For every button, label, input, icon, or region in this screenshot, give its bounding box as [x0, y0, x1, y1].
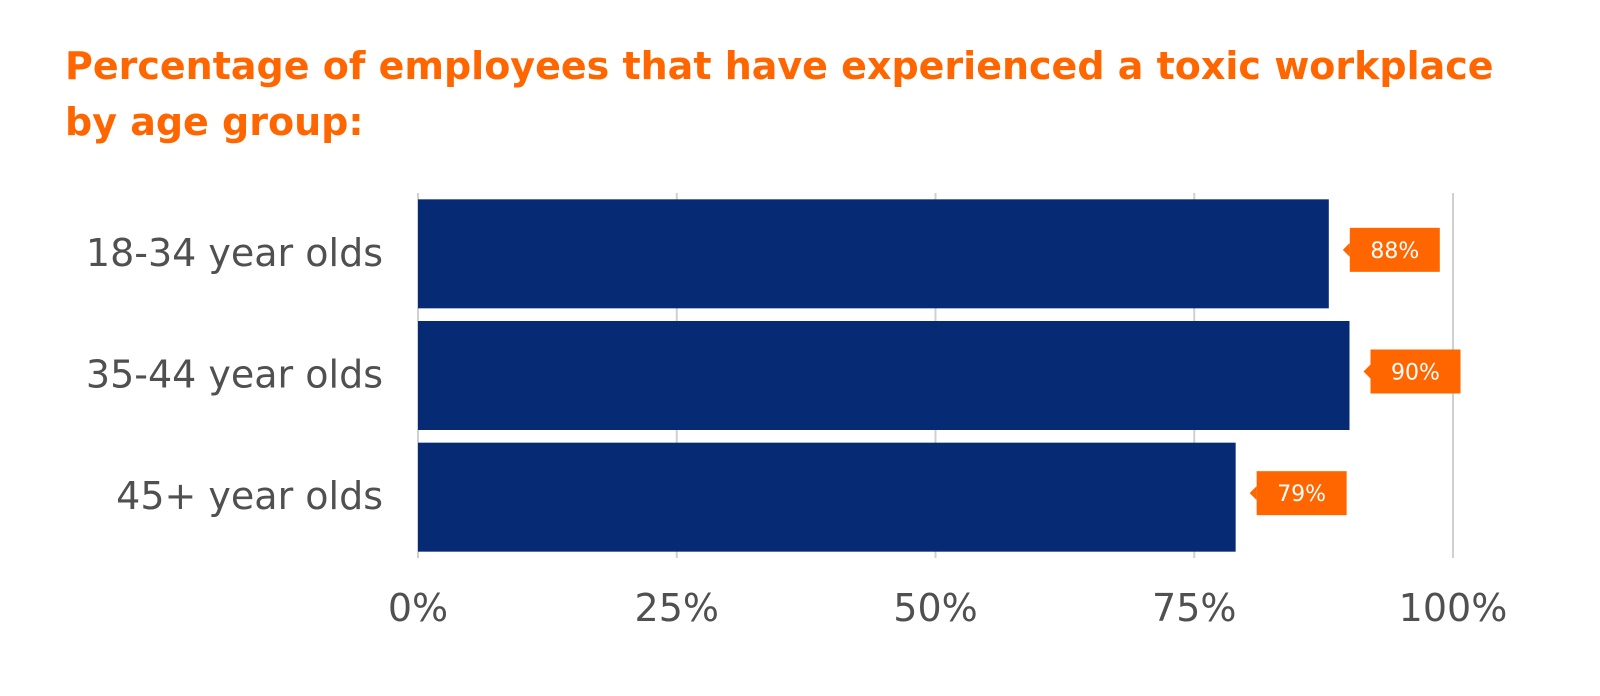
- bar-45-year-olds: [418, 442, 1236, 552]
- data-label-text: 88%: [1370, 239, 1419, 264]
- data-label-pointer: [1249, 486, 1257, 501]
- data-label-text: 79%: [1277, 482, 1326, 507]
- bars: [418, 199, 1350, 552]
- x-tick-label-0: 0%: [388, 586, 448, 630]
- chart-title: Percentage of employees that have experi…: [65, 38, 1565, 150]
- x-tick-label-25: 25%: [635, 586, 719, 630]
- data-label-box: [1256, 471, 1347, 516]
- bar-35-44-year-olds: [418, 321, 1350, 430]
- category-label-1: 18-34 year olds: [86, 231, 383, 275]
- data-labels: 88% 90% 79%: [1249, 227, 1461, 516]
- category-label-3: 45+ year olds: [116, 474, 383, 518]
- x-tick-label-100: 100%: [1399, 586, 1508, 630]
- data-label-1: 88%: [1342, 227, 1440, 272]
- data-label-2: 90%: [1363, 349, 1461, 394]
- category-labels: 18-34 year olds 35-44 year olds 45+ year o…: [86, 231, 383, 518]
- data-label-text: 90%: [1391, 361, 1440, 386]
- data-label-pointer: [1342, 242, 1350, 257]
- x-tick-label-75: 75%: [1152, 586, 1236, 630]
- data-label-box: [1349, 227, 1440, 272]
- x-tick-label-50: 50%: [893, 586, 977, 630]
- data-label-box: [1370, 349, 1461, 394]
- data-label-3: 79%: [1249, 471, 1347, 516]
- bar-18-34-year-olds: [418, 199, 1329, 309]
- chart-title-line-2: by age group:: [65, 100, 364, 144]
- category-label-2: 35-44 year olds: [86, 353, 383, 397]
- chart-title-line-1: Percentage of employees that have experi…: [65, 44, 1494, 88]
- x-tick-labels: 0% 25% 50% 75% 100%: [388, 586, 1507, 630]
- data-label-pointer: [1363, 364, 1371, 379]
